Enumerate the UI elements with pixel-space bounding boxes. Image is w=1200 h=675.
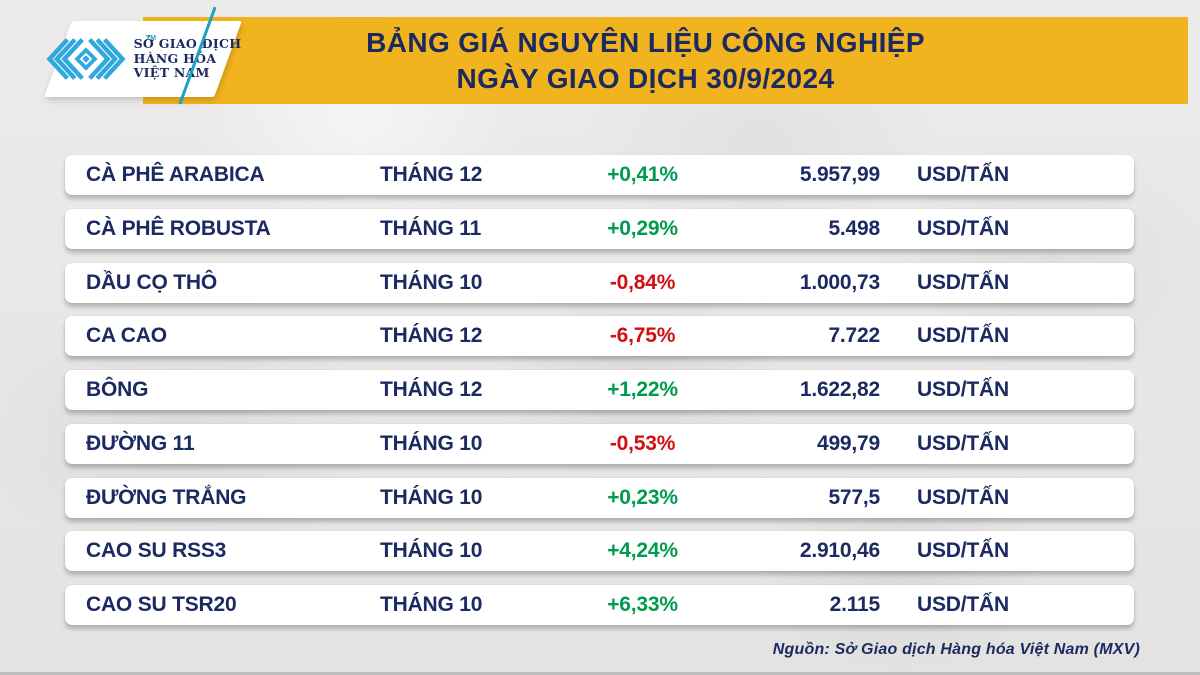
change-percent: -0,84% (609, 270, 676, 294)
change-percent: +6,33% (607, 593, 678, 616)
contract-month: THÁNG 10 (380, 270, 483, 294)
price-value: 7.722 (828, 324, 880, 348)
price-value: 5.957,99 (799, 163, 880, 186)
mxv-logo-wordmark: SỞ GIAO DỊCH HÀNG HÓA VIỆT NAM (133, 36, 242, 81)
mxv-logo-icon (46, 38, 126, 80)
price-value: 499,79 (816, 431, 880, 455)
price-unit: USD/TẤN (917, 539, 1009, 563)
change-percent: +0,41% (607, 163, 678, 186)
table-row: CÀ PHÊ ARABICA THÁNG 12 +0,41% 5.957,99 … (65, 155, 1134, 195)
contract-month: THÁNG 12 (380, 378, 483, 401)
table-row: BÔNG THÁNG 12 +1,22% 1.622,82 USD/TẤN (65, 370, 1134, 410)
page-title: BẢNG GIÁ NGUYÊN LIỆU CÔNG NGHIỆP (366, 26, 925, 58)
change-percent: +0,23% (607, 485, 678, 509)
source-attribution: Nguồn: Sở Giao dịch Hàng hóa Việt Nam (M… (772, 641, 1140, 658)
price-value: 5.498 (828, 216, 880, 240)
table-row: CA CAO THÁNG 12 -6,75% 7.722 USD/TẤN (65, 316, 1134, 357)
price-unit: USD/TẤN (917, 216, 1009, 240)
commodity-name: CA CAO (86, 324, 167, 348)
commodity-name: CAO SU TSR20 (86, 593, 237, 616)
commodity-name: ĐƯỜNG 11 (86, 431, 195, 455)
contract-month: THÁNG 10 (380, 431, 483, 455)
change-percent: +1,22% (607, 378, 678, 401)
table-row: DẦU CỌ THÔ THÁNG 10 -0,84% 1.000,73 USD/… (65, 262, 1134, 303)
commodity-name: CÀ PHÊ ARABICA (86, 163, 265, 186)
change-percent: +4,24% (607, 539, 678, 563)
contract-month: THÁNG 10 (380, 485, 483, 509)
table-row: CAO SU RSS3 THÁNG 10 +4,24% 2.910,46 USD… (65, 531, 1134, 572)
page-subtitle: NGÀY GIAO DỊCH 30/9/2024 (456, 62, 835, 94)
change-percent: -0,53% (609, 431, 676, 455)
price-unit: USD/TẤN (917, 163, 1009, 186)
table-row: ĐƯỜNG 11 THÁNG 10 -0,53% 499,79 USD/TẤN (65, 423, 1134, 464)
trademark-symbol: TM (146, 35, 157, 42)
table-row: ĐƯỜNG TRẮNG THÁNG 10 +0,23% 577,5 USD/TẤ… (65, 477, 1134, 518)
price-unit: USD/TẤN (917, 431, 1009, 455)
commodity-name: DẦU CỌ THÔ (86, 270, 217, 294)
commodity-name: CÀ PHÊ ROBUSTA (86, 216, 271, 240)
price-value: 1.622,82 (799, 378, 880, 401)
table-row: CÀ PHÊ ROBUSTA THÁNG 11 +0,29% 5.498 USD… (65, 208, 1134, 249)
price-value: 2.910,46 (799, 539, 880, 563)
price-unit: USD/TẤN (917, 485, 1009, 509)
price-value: 577,5 (828, 485, 880, 509)
logo-text-line2: HÀNG HÓA (133, 50, 217, 66)
contract-month: THÁNG 10 (380, 539, 483, 563)
price-value: 1.000,73 (799, 270, 880, 294)
commodity-name: BÔNG (86, 378, 149, 401)
price-unit: USD/TẤN (917, 378, 1009, 401)
commodity-name: ĐƯỜNG TRẮNG (86, 485, 247, 509)
contract-month: THÁNG 10 (380, 593, 483, 616)
commodity-name: CAO SU RSS3 (86, 539, 227, 563)
contract-month: THÁNG 11 (380, 216, 482, 240)
contract-month: THÁNG 12 (380, 163, 483, 186)
price-value: 2.115 (829, 593, 881, 616)
title-banner: BẢNG GIÁ NGUYÊN LIỆU CÔNG NGHIỆP NGÀY GI… (143, 17, 1188, 104)
price-unit: USD/TẤN (917, 270, 1009, 294)
change-percent: -6,75% (609, 324, 676, 348)
change-percent: +0,29% (607, 216, 678, 240)
price-table: CÀ PHÊ ARABICA THÁNG 12 +0,41% 5.957,99 … (65, 155, 1134, 639)
table-row: CAO SU TSR20 THÁNG 10 +6,33% 2.115 USD/T… (65, 585, 1134, 625)
contract-month: THÁNG 12 (380, 324, 483, 348)
price-unit: USD/TẤN (917, 593, 1009, 616)
price-unit: USD/TẤN (917, 324, 1009, 348)
mxv-logo-plate: TM SỞ GIAO DỊCH HÀNG HÓA VIỆT NAM (44, 21, 242, 97)
